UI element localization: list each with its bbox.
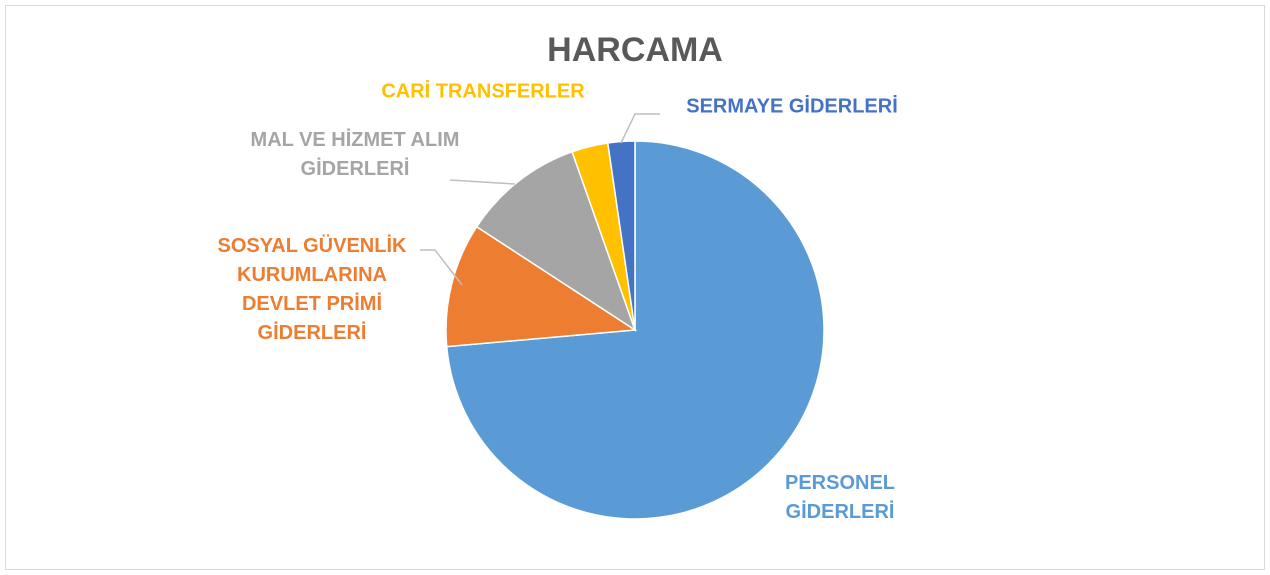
pie-slice bbox=[475, 150, 637, 332]
slice-label: CARİ TRANSFERLER bbox=[381, 80, 585, 103]
slices bbox=[445, 140, 825, 520]
leader-line bbox=[620, 113, 660, 144]
leader-line bbox=[420, 249, 463, 286]
leader-line bbox=[449, 179, 516, 185]
slice-label: SERMAYE GİDERLERİ bbox=[686, 95, 898, 118]
pie-slice bbox=[445, 225, 638, 348]
slice-label: SOSYAL GÜVENLİK KURUMLARINA DEVLET PRİMİ… bbox=[217, 235, 407, 344]
slice-label: PERSONEL GİDERLERİ bbox=[784, 472, 896, 523]
slice-label: MAL VE HİZMET ALIM GİDERLERİ bbox=[250, 129, 460, 180]
chart-title: HARCAMA bbox=[547, 31, 723, 69]
